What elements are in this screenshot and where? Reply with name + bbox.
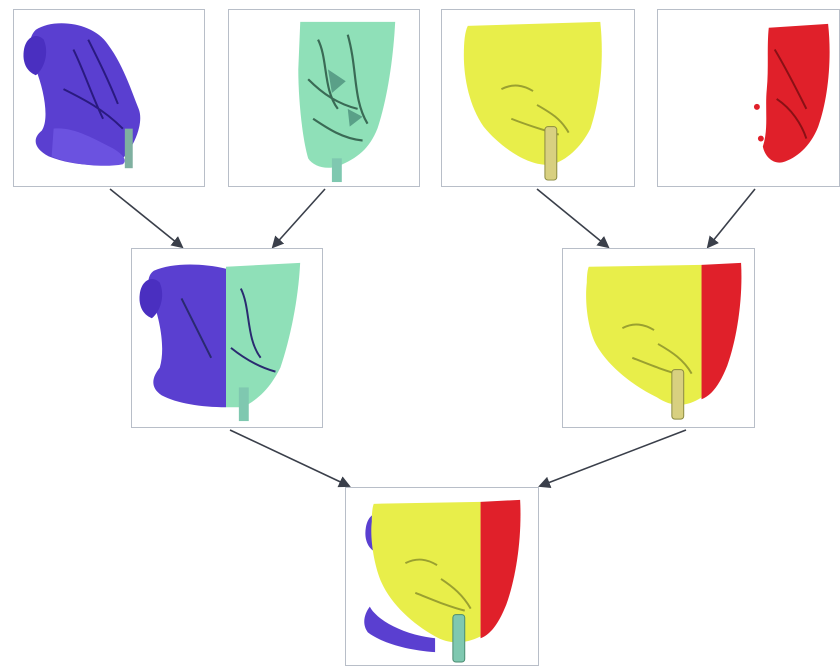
merged-purple-green-head-icon — [139, 262, 301, 422]
arrow-merge-yr-to-final — [538, 429, 687, 489]
arrow-yellow-to-merge — [536, 188, 610, 249]
arrow-purple-to-merge — [109, 188, 184, 249]
panel-purple-segment — [13, 9, 205, 187]
green-head-segment-icon — [298, 21, 396, 183]
panel-merged-yellow-red — [562, 248, 755, 428]
panel-green-segment — [228, 9, 420, 187]
arrow-green-to-merge — [271, 188, 326, 249]
arrow-merge-pg-to-final — [229, 429, 351, 488]
final-merged-head-icon — [364, 499, 521, 663]
merged-yellow-red-face-icon — [586, 262, 742, 420]
panel-merged-purple-green — [131, 248, 323, 428]
arrow-red-to-merge — [706, 188, 756, 249]
panel-yellow-segment — [441, 9, 635, 187]
red-face-segment-icon — [753, 23, 830, 163]
panel-red-segment — [657, 9, 840, 187]
purple-head-segment-icon — [23, 23, 141, 169]
yellow-face-segment-icon — [463, 21, 602, 181]
panel-final-merged — [345, 487, 539, 666]
